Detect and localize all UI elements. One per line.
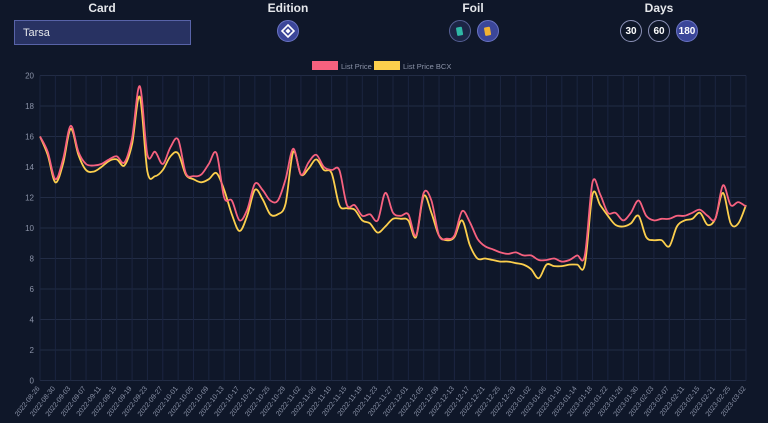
- days-30-button[interactable]: 30: [620, 20, 642, 42]
- days-60-button[interactable]: 60: [648, 20, 670, 42]
- y-tick-label: 4: [30, 316, 35, 325]
- series-line-list-price-bcx: [39, 95, 747, 280]
- y-tick-label: 10: [25, 224, 34, 233]
- y-tick-label: 18: [25, 102, 34, 111]
- days-label: Days: [644, 1, 674, 15]
- y-tick-label: 2: [30, 346, 35, 355]
- card-name-input[interactable]: [14, 20, 191, 45]
- legend-label-list-price: List Price: [341, 62, 372, 71]
- regular-card-icon: [456, 26, 464, 36]
- y-tick-label: 12: [25, 194, 34, 203]
- price-history-chart: 024681012141618202022-08-262022-08-30202…: [14, 61, 748, 418]
- y-tick-label: 6: [30, 285, 35, 294]
- edition-button[interactable]: [277, 20, 299, 42]
- series-line-list-price: [39, 85, 747, 263]
- foil-regular-button[interactable]: [449, 20, 471, 42]
- y-tick-label: 0: [30, 377, 35, 386]
- edition-label: Edition: [267, 1, 309, 15]
- y-tick-label: 8: [30, 255, 35, 264]
- foil-label: Foil: [462, 1, 484, 15]
- legend-swatch-list-price-bcx: [374, 61, 400, 70]
- card-label: Card: [88, 1, 116, 15]
- y-tick-label: 16: [25, 133, 34, 142]
- edition-diamond-icon: [281, 24, 295, 38]
- days-180-button[interactable]: 180: [676, 20, 698, 42]
- gold-card-icon: [484, 26, 492, 36]
- y-tick-label: 14: [25, 163, 34, 172]
- legend-label-list-price-bcx: List Price BCX: [403, 62, 451, 71]
- legend-swatch-list-price: [312, 61, 338, 70]
- y-tick-label: 20: [25, 72, 34, 81]
- foil-gold-button[interactable]: [477, 20, 499, 42]
